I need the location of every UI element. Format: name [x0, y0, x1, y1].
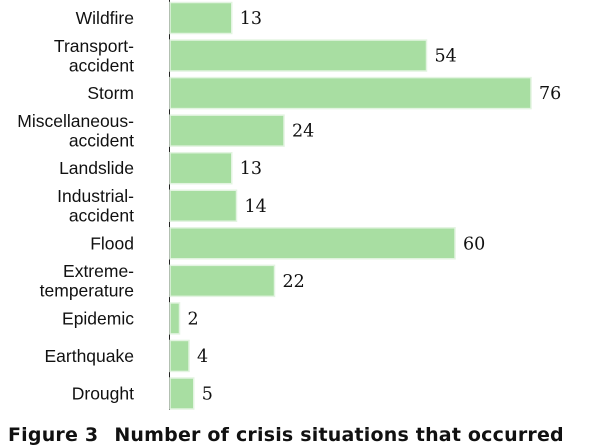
bar-extreme-temperature: [169, 264, 276, 298]
bar-flood: [169, 227, 456, 260]
bar-earthquake: [169, 339, 190, 373]
bar-storm: [169, 76, 532, 110]
bar-industrial-accident: [169, 189, 238, 222]
category-label-line: Flood: [90, 233, 134, 253]
category-labels-group: Wildfire Transport-accident Storm Miscellan…: [17, 8, 134, 404]
category-label-flood: Flood: [90, 233, 134, 253]
value-label-miscellaneous-accident: 24: [292, 122, 314, 142]
value-label-epidemic: 2: [188, 309, 199, 329]
category-label-line: Industrial-: [57, 186, 134, 206]
bar-drought: [169, 377, 195, 410]
category-label-landslide: Landslide: [59, 158, 134, 178]
category-label-line: accident: [69, 55, 134, 75]
category-label-line: Landslide: [59, 158, 134, 178]
category-label-wildfire: Wildfire: [76, 8, 134, 28]
value-label-wildfire: 13: [240, 9, 262, 29]
category-label-line: temperature: [40, 281, 134, 301]
category-label-epidemic: Epidemic: [62, 308, 134, 328]
value-label-drought: 5: [202, 385, 213, 405]
bar-chart: Wildfire Transport-accident Storm Miscellan…: [17, 0, 562, 410]
value-label-industrial-accident: 14: [245, 197, 267, 217]
category-label-miscellaneous-accident: Miscellaneous-accident: [17, 111, 134, 150]
bar-wildfire: [169, 1, 233, 35]
category-label-line: Epidemic: [62, 308, 134, 328]
category-label-storm: Storm: [87, 83, 134, 103]
value-label-landslide: 13: [240, 159, 262, 179]
bar-miscellaneous-accident: [169, 114, 285, 147]
bar-landslide: [169, 151, 233, 185]
category-label-line: Miscellaneous-: [17, 111, 134, 131]
category-label-line: Earthquake: [44, 346, 134, 366]
category-label-industrial-accident: Industrial-accident: [57, 186, 134, 226]
bars-group: [169, 1, 532, 410]
category-label-line: Storm: [87, 83, 134, 103]
category-label-line: Extreme-: [63, 261, 134, 281]
figure-caption-text: Number of crisis situations that occurre…: [114, 424, 564, 446]
value-label-earthquake: 4: [197, 347, 208, 367]
figure-caption-label: Figure 3: [8, 424, 99, 446]
figure-caption: Figure 3 Number of crisis situations that…: [8, 424, 564, 446]
category-label-line: Wildfire: [76, 8, 134, 28]
value-label-storm: 76: [539, 84, 561, 104]
bar-epidemic: [169, 302, 181, 335]
bar-transport-accident: [169, 39, 428, 72]
value-label-extreme-temperature: 22: [283, 272, 305, 292]
category-label-transport-accident: Transport-accident: [54, 36, 134, 76]
value-label-flood: 60: [463, 234, 485, 254]
category-label-line: Drought: [72, 384, 134, 404]
category-label-drought: Drought: [72, 384, 134, 404]
category-label-line: Transport-: [54, 36, 134, 56]
category-label-earthquake: Earthquake: [44, 346, 134, 366]
value-label-transport-accident: 54: [435, 47, 457, 67]
category-label-line: accident: [69, 206, 134, 226]
category-label-extreme-temperature: Extreme-temperature: [40, 261, 135, 301]
category-label-line: accident: [69, 130, 134, 150]
